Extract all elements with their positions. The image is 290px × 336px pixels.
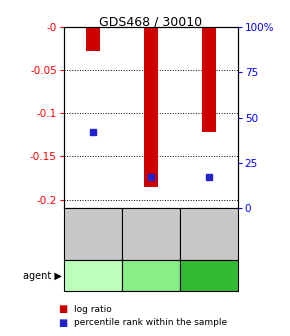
Text: CGS: CGS [198, 270, 220, 281]
Text: GSM9163: GSM9163 [146, 211, 156, 258]
Text: agent ▶: agent ▶ [23, 270, 62, 281]
Text: percentile rank within the sample: percentile rank within the sample [74, 318, 227, 327]
Text: GDS468 / 30010: GDS468 / 30010 [99, 15, 202, 28]
Text: GSM9188: GSM9188 [204, 211, 214, 258]
Bar [144, 27, 158, 187]
Bar [202, 27, 216, 132]
Text: GSM9183: GSM9183 [88, 211, 98, 258]
Text: ■: ■ [58, 318, 67, 328]
Text: T3: T3 [86, 270, 99, 281]
Text: ■: ■ [58, 304, 67, 314]
Bar [86, 27, 100, 51]
Text: DITPA: DITPA [136, 270, 166, 281]
Text: log ratio: log ratio [74, 305, 112, 313]
